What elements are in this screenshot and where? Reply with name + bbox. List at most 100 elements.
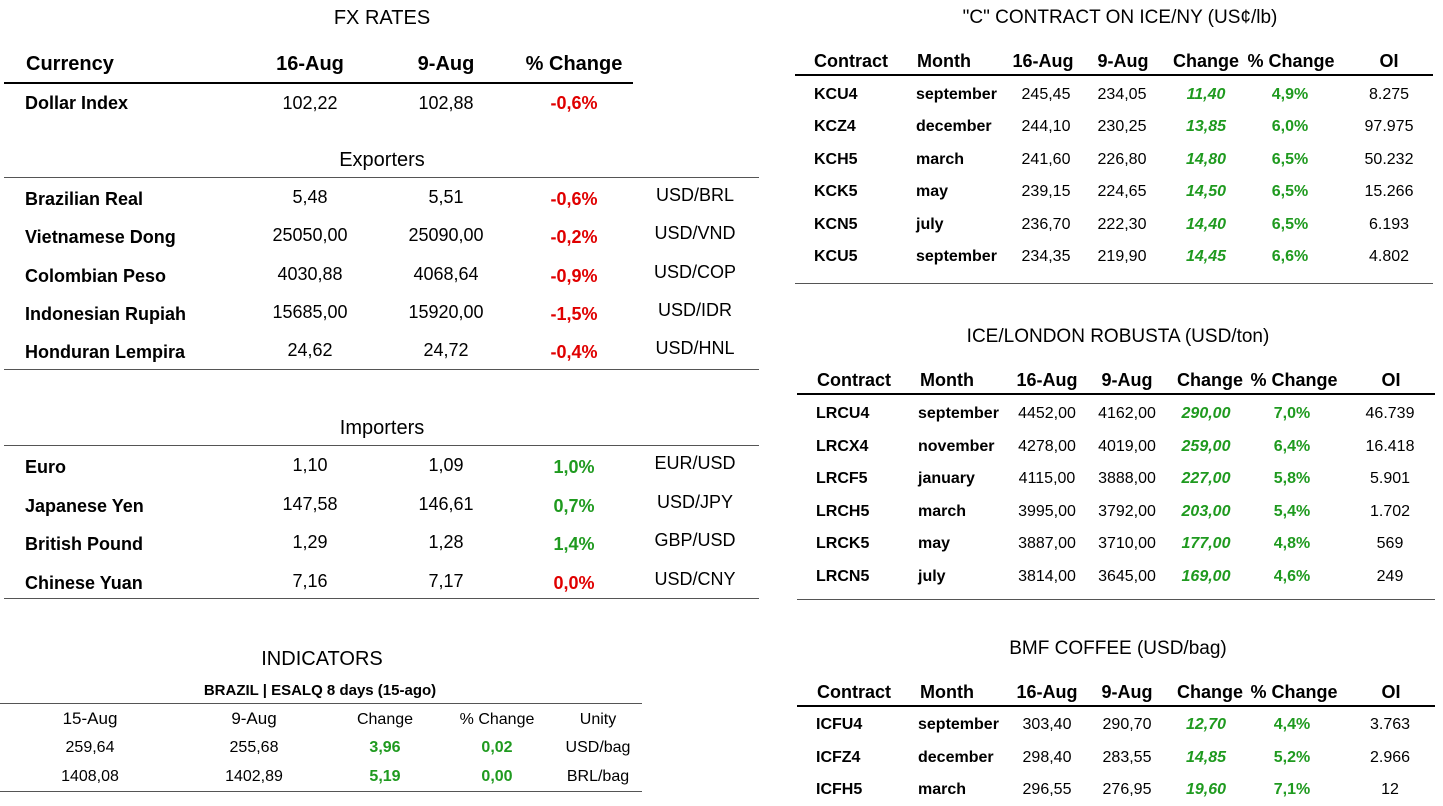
- contract-bottom-rule: [795, 283, 1433, 284]
- ind-header-2: 9-Aug: [231, 709, 277, 728]
- contract-cell: ICFZ4: [816, 748, 861, 766]
- contract-header: Month: [920, 682, 974, 702]
- contract-cell: KCK5: [814, 183, 858, 201]
- contract-cell: 4115,00: [1018, 470, 1076, 488]
- contract-cell: 8.275: [1368, 86, 1410, 103]
- contract-cell: 3814,00: [1018, 568, 1076, 585]
- currency-pair: USD/BRL: [655, 185, 735, 205]
- fx-header-cur-date: 16-Aug: [276, 53, 344, 75]
- contract-cell: march: [918, 502, 967, 520]
- contract-cell: 6,5%: [1271, 150, 1309, 168]
- currency-pair: USD/IDR: [657, 299, 732, 320]
- rate-current: 4030,88: [277, 263, 343, 284]
- contract-cell: 2.966: [1369, 748, 1411, 766]
- fx-title: FX RATES: [333, 7, 431, 29]
- contract-cell: 239,15: [1021, 183, 1071, 201]
- rate-current: 25050,00: [272, 225, 348, 246]
- contract-cell: 169,00: [1181, 568, 1231, 585]
- indicator-cell: USD/bag: [565, 739, 631, 756]
- contract-cell: 249: [1376, 568, 1404, 585]
- currency-pair: EUR/USD: [654, 453, 736, 473]
- contract-cell: KCU5: [814, 248, 858, 265]
- contract-cell: 224,65: [1097, 183, 1147, 201]
- contract-header: 9-Aug: [1097, 51, 1149, 71]
- contract-cell: 15.266: [1364, 183, 1414, 201]
- contract-cell: 13,85: [1185, 118, 1227, 136]
- rate-pct-change: -0,9%: [550, 265, 598, 286]
- rate-previous: 1,28: [428, 532, 464, 552]
- indicator-cell: BRL/bag: [566, 768, 630, 785]
- contract-bottom-rule: [797, 599, 1435, 600]
- contract-cell: LRCU4: [816, 405, 870, 422]
- contract-header: 16-Aug: [1016, 370, 1078, 390]
- currency-pair: USD/VND: [654, 223, 736, 244]
- contract-cell: march: [918, 781, 967, 798]
- contract-cell: KCZ4: [814, 118, 856, 136]
- contract-header: Change: [1176, 682, 1243, 702]
- contract-header: Month: [917, 51, 971, 71]
- currency-pair: GBP/USD: [654, 530, 736, 550]
- contract-cell: may: [916, 183, 949, 201]
- rate-previous: 146,61: [418, 493, 474, 514]
- rate-pct-change: 1,4%: [553, 534, 595, 554]
- dollar-index-cur: 102,22: [282, 93, 338, 113]
- contract-cell: 3645,00: [1098, 568, 1156, 585]
- contract-cell: 4019,00: [1098, 437, 1156, 455]
- contract-header: Change: [1172, 51, 1239, 71]
- contract-cell: 3792,00: [1098, 502, 1156, 520]
- rate-previous: 25090,00: [408, 225, 484, 246]
- contract-cell: 6,4%: [1273, 437, 1311, 455]
- contract-cell: 19,60: [1185, 781, 1227, 798]
- rate-current: 5,48: [292, 187, 328, 207]
- contract-cell: 3887,00: [1018, 535, 1076, 553]
- indicators-subtitle: BRAZIL | ESALQ 8 days (15-ago): [203, 682, 437, 699]
- indicator-cell: 1408,08: [61, 768, 119, 785]
- currency-name: Euro: [25, 457, 67, 477]
- rate-pct-change: -0,6%: [550, 189, 598, 209]
- contract-cell: may: [918, 535, 951, 553]
- contract-cell: december: [916, 118, 992, 136]
- contract-cell: LRCH5: [816, 502, 870, 520]
- indicators-top-rule: [0, 703, 642, 704]
- indicator-cell: 255,68: [229, 739, 279, 756]
- contract-cell: september: [918, 405, 999, 422]
- ind-header-1: 15-Aug: [62, 709, 118, 728]
- contract-cell: 569: [1376, 535, 1404, 553]
- contract-cell: 14,45: [1185, 248, 1227, 265]
- contract-cell: 7,1%: [1273, 781, 1311, 798]
- contract-cell: 5,8%: [1273, 470, 1311, 488]
- contract-cell: 14,85: [1185, 748, 1227, 766]
- rate-previous: 1,09: [428, 455, 464, 475]
- contract-cell: 234,35: [1021, 248, 1071, 265]
- contract-cell: 303,40: [1022, 716, 1072, 733]
- rate-previous: 24,72: [423, 340, 469, 361]
- contract-header-rule: [795, 74, 1433, 76]
- contract-cell: 3710,00: [1098, 535, 1156, 553]
- contract-cell: september: [918, 716, 999, 733]
- contract-cell: 283,55: [1102, 748, 1152, 766]
- contract-header: 9-Aug: [1101, 370, 1153, 390]
- contract-cell: 5,2%: [1273, 748, 1311, 766]
- contract-cell: march: [916, 150, 965, 168]
- contract-cell: 14,40: [1185, 215, 1227, 233]
- currency-pair: USD/JPY: [656, 491, 734, 512]
- contract-cell: 50.232: [1364, 150, 1414, 168]
- currency-name: Colombian Peso: [25, 265, 167, 286]
- contract-cell: LRCX4: [816, 437, 869, 455]
- contract-cell: 3888,00: [1098, 470, 1156, 488]
- rate-pct-change: 1,0%: [553, 457, 595, 477]
- dollar-index-prev: 102,88: [418, 93, 474, 113]
- contract-cell: 4,6%: [1273, 568, 1311, 585]
- contract-cell: 227,00: [1181, 470, 1231, 488]
- ind-header-5: Unity: [579, 711, 617, 728]
- currency-name: Honduran Lempira: [25, 342, 186, 363]
- rate-pct-change: -0,4%: [550, 342, 598, 363]
- rate-pct-change: 0,0%: [553, 572, 595, 593]
- contract-cell: 234,05: [1097, 86, 1147, 103]
- ind-header-3: Change: [356, 711, 414, 728]
- contract-cell: 4,9%: [1271, 86, 1309, 103]
- currency-name: British Pound: [25, 534, 143, 554]
- contract-cell: LRCN5: [816, 568, 870, 585]
- contract-cell: KCH5: [814, 150, 858, 168]
- importers-title: Importers: [339, 417, 425, 439]
